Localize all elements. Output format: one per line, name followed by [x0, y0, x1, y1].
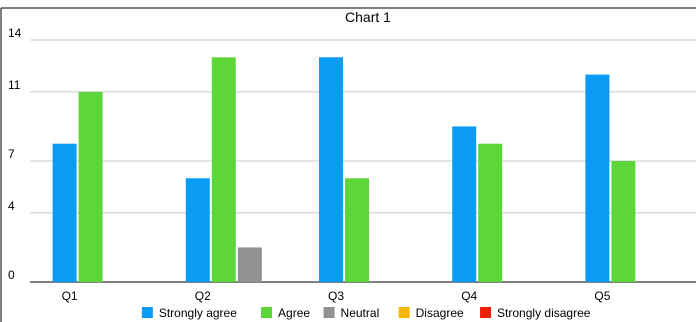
y-tick-label: 14 — [8, 26, 22, 40]
legend-label: Strongly disagree — [497, 306, 591, 320]
x-tick-label: Q1 — [62, 289, 78, 303]
legend: Strongly agree Agree Neutral Disagree Strong… — [141, 306, 591, 320]
x-tick-label: Q5 — [594, 289, 610, 303]
legend-label: Strongly agree — [159, 306, 237, 320]
legend-swatch-strongly-disagree — [480, 307, 492, 318]
y-tick-label: 4 — [8, 199, 15, 213]
chart-title: Chart 1 — [345, 9, 391, 25]
bar-agree-q3 — [345, 178, 369, 282]
x-tick-label: Q4 — [461, 289, 477, 303]
bar-strongly-agree-q2 — [185, 178, 210, 282]
legend-swatch-strongly-agree — [141, 307, 153, 318]
y-tick-label: 0 — [8, 268, 15, 282]
bar-strongly-agree-q4 — [452, 126, 477, 282]
bar-neutral-q2 — [237, 247, 262, 282]
legend-label: Agree — [278, 306, 310, 320]
bar-agree-q4 — [478, 143, 503, 282]
x-tick-label: Q2 — [195, 289, 211, 303]
bar-agree-q5 — [611, 161, 636, 282]
legend-label: Disagree — [416, 306, 464, 320]
bar-strongly-agree-q3 — [319, 57, 343, 283]
y-axis: 0 4 7 11 14 — [8, 26, 22, 282]
y-tick-label: 7 — [8, 147, 15, 161]
bar-agree-q1 — [78, 91, 103, 282]
x-tick-label: Q3 — [328, 289, 344, 303]
x-axis: Q1 Q2 Q3 Q4 Q5 — [62, 289, 611, 303]
legend-swatch-neutral — [323, 307, 335, 318]
legend-label: Neutral — [341, 306, 380, 320]
bars-layer — [52, 57, 636, 283]
legend-swatch-disagree — [398, 307, 410, 318]
legend-swatch-agree — [261, 307, 273, 318]
bar-strongly-agree-q5 — [585, 74, 610, 282]
bar-agree-q2 — [211, 57, 236, 283]
y-tick-label: 11 — [8, 78, 21, 92]
bar-strongly-agree-q1 — [52, 143, 77, 282]
